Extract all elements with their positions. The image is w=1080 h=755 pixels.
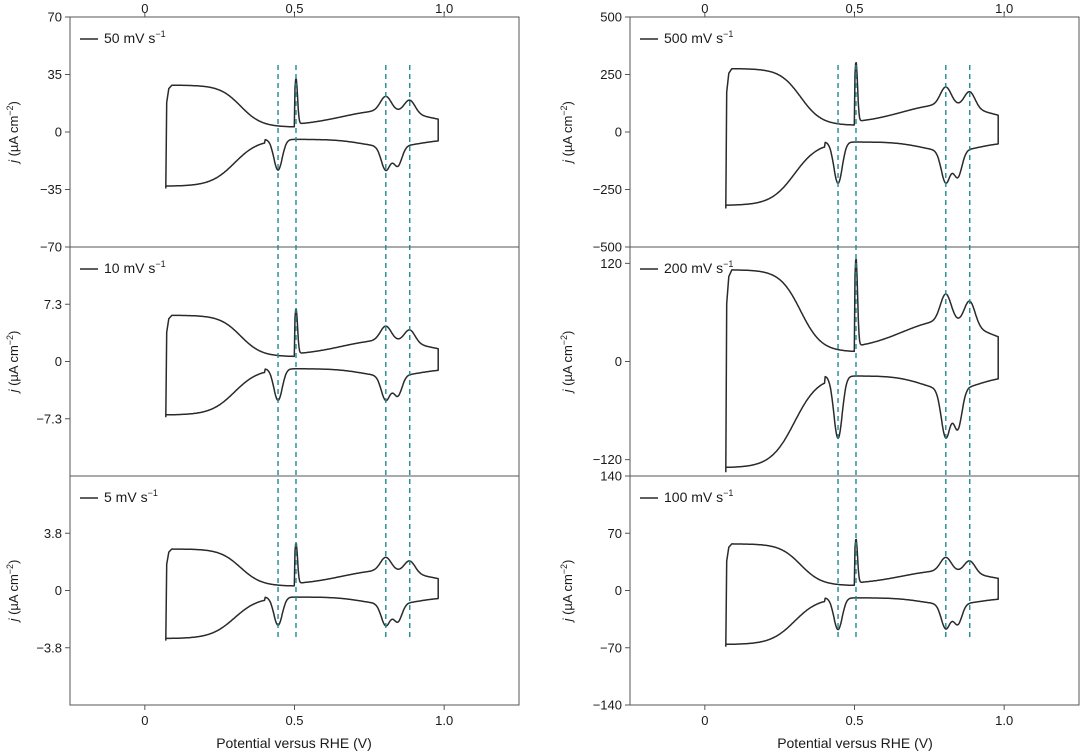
y-tick-label: 140 (600, 469, 622, 484)
y-tick-label: 0 (615, 354, 622, 369)
y-tick-label: −250 (593, 182, 622, 197)
legend-label: 200 mV s−1 (664, 259, 733, 276)
x-tick-label-bottom: 0 (701, 713, 708, 728)
y-axis-label: j (µA cm−2) (5, 331, 21, 395)
y-axis-label: j (µA cm−2) (5, 101, 21, 165)
y-axis-label: j (µA cm−2) (5, 560, 21, 624)
panel-frame (629, 475, 1080, 706)
y-tick-label: −70 (40, 240, 62, 255)
x-tick-label-top: 0.5 (285, 1, 303, 16)
x-tick-label-top: 0 (141, 1, 148, 16)
y-tick-label: 3.8 (44, 526, 62, 541)
x-tick-label-top: 0 (701, 1, 708, 16)
legend-label: 50 mV s−1 (104, 29, 166, 46)
cv-curve (165, 78, 439, 189)
left-column-panels: 70 35 0 −35 −70 j (µA cm−2) 0 0.5 1.0 50 mV s−1 7.… (5, 1, 520, 728)
y-axis-label: j (µA cm−2) (559, 101, 575, 165)
y-axis-label: j (µA cm−2) (559, 560, 575, 624)
panel-50-mvs: 70 35 0 −35 −70 j (µA cm−2) 0 0.5 1.0 50 mV s−1 (5, 1, 520, 255)
y-tick-label: 500 (600, 10, 622, 25)
y-tick-label: 0 (55, 125, 62, 140)
y-axis-label: j (µA cm−2) (559, 331, 575, 395)
x-tick-label-bottom: 1.0 (995, 713, 1013, 728)
panel-200-mvs: 120 0 −120 j (µA cm−2) 200 mV s−1 (559, 246, 1080, 477)
x-tick-label-top: 1.0 (995, 1, 1013, 16)
y-tick-label: 0 (615, 125, 622, 140)
y-tick-label: 0 (615, 583, 622, 598)
x-tick-label-bottom: 0 (141, 713, 148, 728)
panel-5-mvs: 3.8 0 −3.8 j (µA cm−2) 0 0.5 1.0 5 mV s−1 (5, 475, 520, 728)
panel-10-mvs: 7.3 0 −7.3 j (µA cm−2) 10 mV s−1 (5, 246, 520, 477)
y-tick-label: −35 (40, 182, 62, 197)
panel-frame (69, 475, 520, 706)
y-tick-label: 70 (608, 526, 622, 541)
y-tick-label: −70 (600, 640, 622, 655)
y-tick-label: 250 (600, 67, 622, 82)
legend-label: 100 mV s−1 (664, 488, 733, 505)
y-tick-label: −3.8 (36, 640, 62, 655)
y-tick-label: −140 (593, 698, 622, 713)
panel-frame (69, 16, 520, 248)
y-tick-label: 7.3 (44, 297, 62, 312)
y-tick-label: −120 (593, 452, 622, 467)
cv-curve (165, 308, 439, 418)
left-x-axis-label: Potential versus RHE (V) (216, 735, 372, 751)
y-tick-label: 70 (48, 10, 62, 25)
panel-500-mvs: 500 250 0 −250 −500 j (µA cm−2) 0 0.5 1.0 500 mV … (559, 1, 1080, 255)
x-tick-label-bottom: 0.5 (845, 713, 863, 728)
x-tick-label-bottom: 0.5 (285, 713, 303, 728)
cv-curve (725, 62, 999, 209)
legend-label: 5 mV s−1 (104, 488, 158, 505)
right-x-axis-label: Potential versus RHE (V) (777, 735, 933, 751)
y-tick-label: −500 (593, 240, 622, 255)
cv-curve (725, 538, 999, 647)
y-tick-label: 120 (600, 256, 622, 271)
y-tick-label: 0 (55, 354, 62, 369)
panel-frame (69, 246, 520, 477)
right-column-panels: 500 250 0 −250 −500 j (µA cm−2) 0 0.5 1.0 500 mV … (559, 1, 1080, 728)
x-tick-label-bottom: 1.0 (435, 713, 453, 728)
y-tick-label: 35 (48, 67, 62, 82)
panel-100-mvs: 140 70 0 −70 −140 j (µA cm−2) 0 0.5 1.0 100 mV s−… (559, 469, 1080, 728)
cv-curve (165, 542, 439, 641)
panel-frame (629, 16, 1080, 248)
legend-label: 10 mV s−1 (104, 259, 166, 276)
y-tick-label: 0 (55, 583, 62, 598)
y-tick-label: −7.3 (36, 411, 62, 426)
cv-curve (725, 258, 999, 473)
x-tick-label-top: 0.5 (845, 1, 863, 16)
legend-label: 500 mV s−1 (664, 29, 733, 46)
x-tick-label-top: 1.0 (435, 1, 453, 16)
